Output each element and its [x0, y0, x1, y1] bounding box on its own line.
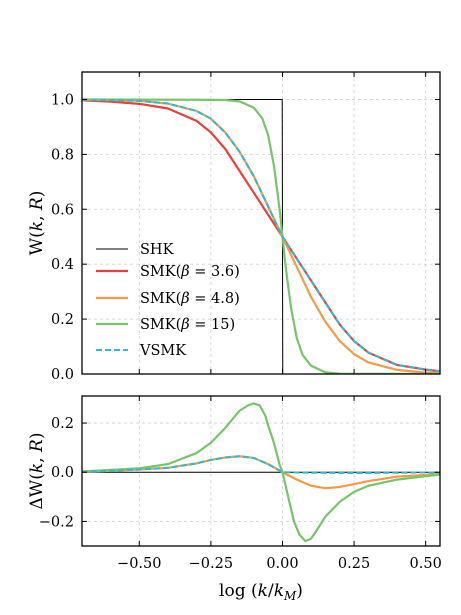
top-series-smk-4-8- — [82, 98, 440, 374]
legend-entry-smk-15: SMK(β = 15) — [96, 317, 235, 333]
svg-text:SMK(β = 15): SMK(β = 15) — [140, 317, 235, 333]
grid-bottom — [82, 396, 440, 546]
bottom-y-tick-label: 0.2 — [51, 416, 74, 432]
axis-ticks — [82, 72, 440, 546]
bottom-y-tick-label: −0.2 — [39, 514, 74, 530]
bottom-series-smk-15- — [82, 402, 440, 543]
top-y-tick-label: 1.0 — [51, 92, 74, 108]
top-y-tick-label: 0.2 — [51, 312, 74, 328]
legend-entry-vsmk: VSMK — [96, 343, 187, 359]
svg-text:SHK: SHK — [140, 242, 175, 258]
x-tick-label: −0.50 — [117, 556, 161, 572]
legend-entry-shk: SHK — [96, 242, 175, 258]
x-tick-label: 0.25 — [338, 556, 370, 572]
svg-text:VSMK: VSMK — [139, 343, 187, 359]
bottom-series-vsmk — [82, 455, 440, 474]
top-y-tick-label: 0.6 — [51, 202, 74, 218]
bottom-plot-lines — [82, 402, 440, 543]
bottom-y-axis-title: ΔW(k, R) — [27, 433, 47, 510]
top-y-tick-label: 0.4 — [51, 257, 74, 273]
bottom-y-tick-label: 0.0 — [51, 465, 74, 481]
x-tick-label: 0.00 — [266, 556, 298, 572]
x-tick-label: 0.50 — [410, 556, 442, 572]
legend-entry-smk-4-8: SMK(β = 4.8) — [96, 291, 240, 307]
top-y-tick-label: 0.0 — [51, 367, 74, 383]
legend: SHK SMK(β = 3.6) SMK(β = 4.8) SMK(β = 15… — [96, 242, 240, 359]
top-series-vsmk — [82, 98, 440, 373]
x-tick-label: −0.25 — [189, 556, 233, 572]
top-y-axis-title: W(k, R) — [27, 191, 47, 256]
svg-text:SMK(β = 3.6): SMK(β = 3.6) — [140, 264, 240, 280]
top-series-smk-15- — [82, 98, 440, 374]
top-series-shk — [82, 98, 440, 374]
bottom-plot-frame — [81, 395, 441, 547]
top-plot-frame — [81, 71, 441, 375]
x-axis-title: log (k/kM) — [219, 581, 303, 603]
top-y-tick-label: 0.8 — [51, 147, 74, 163]
top-series-smk-3-6- — [82, 99, 440, 373]
legend-entry-smk-3-6: SMK(β = 3.6) — [96, 264, 240, 280]
top-plot-lines — [82, 98, 440, 374]
svg-text:SMK(β = 4.8): SMK(β = 4.8) — [140, 291, 240, 307]
